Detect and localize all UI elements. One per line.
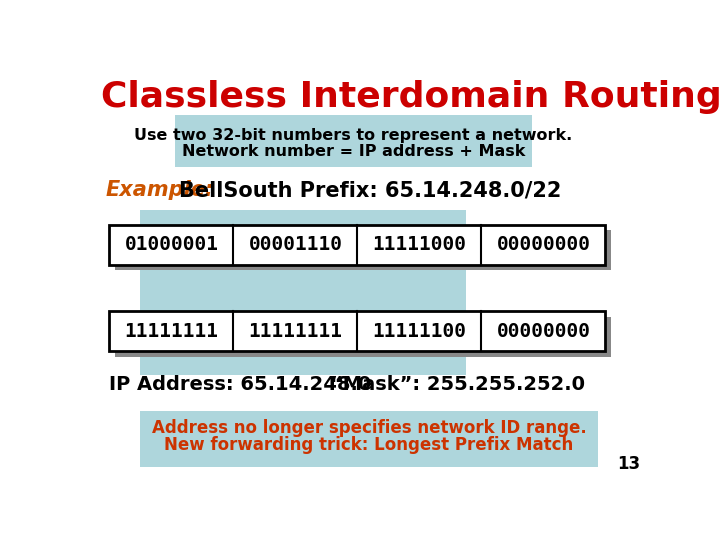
Text: Address no longer specifies network ID range.: Address no longer specifies network ID r…	[152, 419, 586, 437]
Bar	[140, 210, 466, 375]
Bar	[114, 231, 611, 271]
Text: 13: 13	[617, 455, 640, 473]
Text: Network number = IP address + Mask: Network number = IP address + Mask	[182, 144, 525, 159]
Text: New forwarding trick: Longest Prefix Match: New forwarding trick: Longest Prefix Mat…	[164, 436, 574, 454]
Text: BellSouth Prefix: 65.14.248.0/22: BellSouth Prefix: 65.14.248.0/22	[179, 180, 562, 200]
Text: 00001110: 00001110	[248, 235, 343, 254]
Text: 11111111: 11111111	[125, 322, 218, 341]
Text: 11111111: 11111111	[248, 322, 343, 341]
Text: Use two 32-bit numbers to represent a network.: Use two 32-bit numbers to represent a ne…	[135, 128, 572, 143]
Bar	[109, 311, 606, 351]
Text: Classless Interdomain Routing (CIDR): Classless Interdomain Routing (CIDR)	[101, 80, 720, 114]
Bar	[114, 316, 611, 356]
Text: 00000000: 00000000	[496, 235, 590, 254]
Text: 00000000: 00000000	[496, 322, 590, 341]
Text: “Mask”: 255.255.252.0: “Mask”: 255.255.252.0	[330, 375, 585, 394]
Text: Example:: Example:	[106, 180, 214, 200]
Text: 01000001: 01000001	[125, 235, 218, 254]
Text: 11111100: 11111100	[372, 322, 467, 341]
Bar	[140, 411, 598, 467]
Text: 11111000: 11111000	[372, 235, 467, 254]
Text: IP Address: 65.14.248.0: IP Address: 65.14.248.0	[109, 375, 372, 394]
Bar	[175, 115, 532, 167]
Bar	[109, 225, 606, 265]
